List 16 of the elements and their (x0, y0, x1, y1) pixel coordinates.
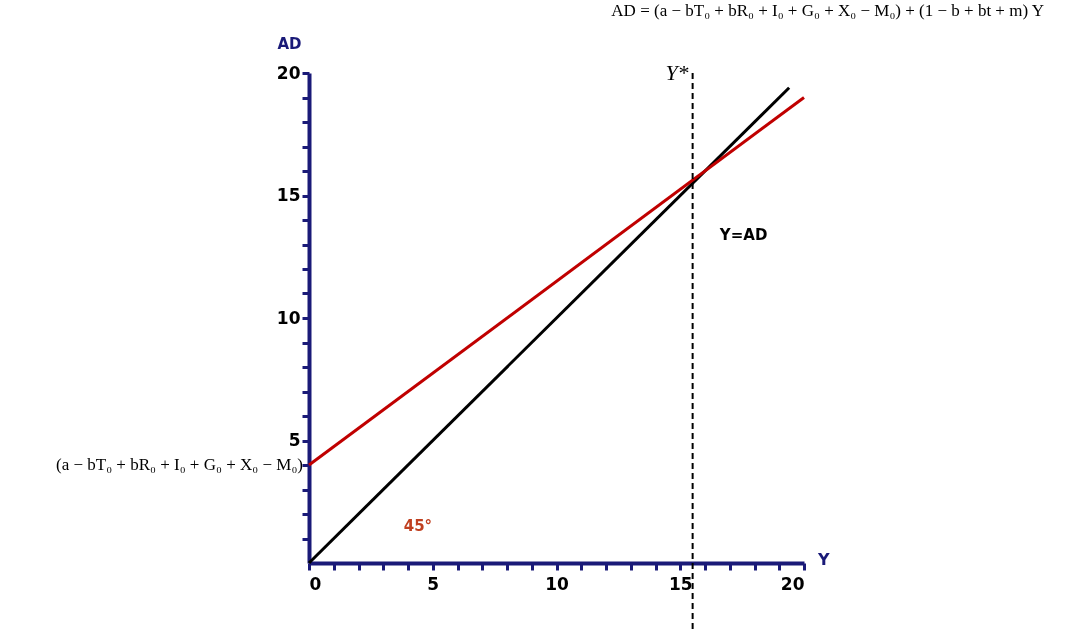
x-tick-label: 10 (545, 573, 569, 594)
x-tick-label: 5 (427, 573, 440, 594)
ref-line-label: Y* (665, 60, 689, 85)
x-tick-label: 0 (309, 573, 322, 594)
y-tick-label: 15 (276, 185, 301, 205)
x-tick-label: 20 (780, 573, 805, 594)
y-tick-label: 20 (276, 62, 301, 83)
annotation: 45° (403, 517, 433, 536)
y-axis-title: AD (277, 34, 302, 53)
y-tick-label: 10 (276, 307, 301, 328)
x-tick-label: 15 (668, 573, 693, 594)
annotation: Y=AD (718, 225, 768, 244)
chart-title: AD = (a − bT₀ + bR₀ + I₀ + G₀ + X₀ − M₀) + (1 − b + bt + m) Y (611, 1, 1044, 20)
x-axis-title: Y (816, 549, 830, 569)
annotation: (a − bT₀ + bR₀ + I₀ + G₀ + X₀ − M₀) (55, 455, 303, 474)
y-tick-label: 5 (288, 430, 301, 450)
